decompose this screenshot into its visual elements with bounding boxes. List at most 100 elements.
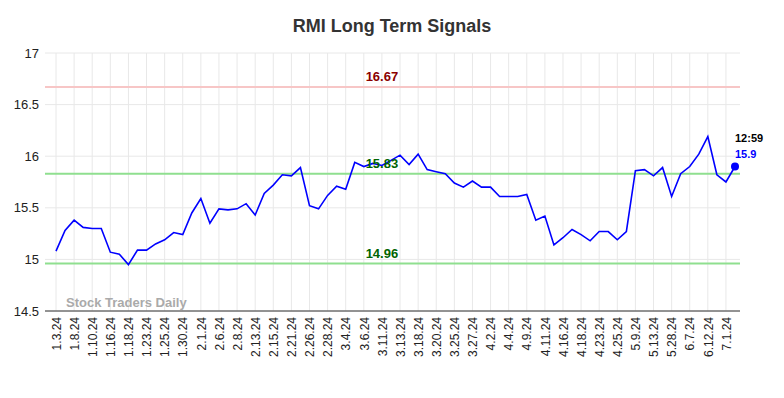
x-tick: 3.25.24 bbox=[448, 311, 462, 357]
x-tick: 4.4.24 bbox=[502, 311, 516, 350]
grid-line-x bbox=[562, 53, 563, 311]
x-tick: 1.30.24 bbox=[176, 311, 190, 357]
grid-line-x bbox=[508, 53, 509, 311]
y-tick: 16.5 bbox=[14, 97, 45, 112]
y-tick: 14.5 bbox=[14, 304, 45, 319]
x-tick-label: 1.3.24 bbox=[50, 317, 64, 351]
x-tick-label: 4.4.24 bbox=[502, 317, 516, 351]
x-tick: 2.21.24 bbox=[285, 311, 299, 357]
x-tick: 3.11.24 bbox=[376, 311, 390, 356]
x-tick: 5.28.24 bbox=[665, 311, 679, 357]
x-tick-label: 3.4.24 bbox=[339, 317, 353, 351]
grid-line-x bbox=[74, 53, 75, 311]
x-tick: 2.28.24 bbox=[321, 311, 335, 357]
grid-line-x bbox=[689, 53, 690, 311]
grid-line-y bbox=[45, 207, 740, 208]
x-tick: 1.8.24 bbox=[68, 311, 82, 350]
grid-line-y bbox=[45, 104, 740, 105]
annotation: 12:59 bbox=[735, 132, 763, 144]
last-point bbox=[731, 163, 739, 171]
x-tick-label: 1.16.24 bbox=[104, 317, 118, 357]
grid-line-x bbox=[436, 53, 437, 311]
grid-line-x bbox=[92, 53, 93, 311]
y-tick: 15 bbox=[25, 252, 45, 267]
x-tick: 4.25.24 bbox=[611, 311, 625, 357]
y-axis-line bbox=[45, 54, 46, 312]
x-tick-label: 4.23.24 bbox=[593, 317, 607, 357]
grid-line-x bbox=[544, 53, 545, 311]
grid-line-x bbox=[363, 53, 364, 311]
grid-line-x bbox=[237, 53, 238, 311]
grid-line-x bbox=[345, 53, 346, 311]
grid-line-x bbox=[617, 53, 618, 311]
y-axis: 14.5 15 15.5 16 16.5 17 bbox=[14, 46, 46, 319]
x-tick-label: 1.25.24 bbox=[158, 317, 172, 357]
x-tick: 4.11.24 bbox=[539, 311, 553, 356]
x-tick-label: 1.18.24 bbox=[122, 317, 136, 357]
x-tick: 4.2.24 bbox=[484, 311, 498, 350]
x-tick: 5.13.24 bbox=[647, 311, 661, 357]
y-tick: 15.5 bbox=[14, 200, 45, 215]
y-tick: 16 bbox=[25, 149, 45, 164]
y-tick: 17 bbox=[25, 46, 45, 61]
x-tick-label: 4.18.24 bbox=[575, 317, 589, 357]
x-tick-label: 5.13.24 bbox=[647, 317, 661, 357]
chart: RMI Long Term Signals14.51515.51616.5171… bbox=[0, 0, 784, 398]
grid-line-x bbox=[128, 53, 129, 311]
x-tick: 3.4.24 bbox=[339, 311, 353, 350]
x-tick-label: 2.28.24 bbox=[321, 317, 335, 357]
x-tick-label: 2.15.24 bbox=[267, 317, 281, 357]
x-tick-label: 5.28.24 bbox=[665, 317, 679, 357]
grid-line-y bbox=[45, 311, 740, 312]
x-tick: 3.20.24 bbox=[430, 311, 444, 357]
x-tick-label: 2.1.24 bbox=[195, 317, 209, 351]
x-tick-label: 3.20.24 bbox=[430, 317, 444, 357]
grid-line-x bbox=[218, 53, 219, 311]
x-tick-label: 4.11.24 bbox=[539, 317, 553, 356]
x-tick: 2.13.24 bbox=[249, 311, 263, 357]
x-tick: 4.16.24 bbox=[557, 311, 571, 357]
grid-line-x bbox=[273, 53, 274, 311]
x-tick-label: 2.8.24 bbox=[231, 317, 245, 351]
grid-line-x bbox=[490, 53, 491, 311]
y-tick-label: 17 bbox=[25, 46, 39, 61]
reference-label: 14.96 bbox=[366, 246, 399, 261]
grid-line-x bbox=[526, 53, 527, 311]
watermark: Stock Traders Daily bbox=[66, 295, 187, 310]
x-tick-label: 7.1.24 bbox=[720, 317, 734, 351]
reference-label: 16.67 bbox=[366, 69, 399, 84]
x-tick-label: 3.13.24 bbox=[394, 317, 408, 357]
x-tick: 2.15.24 bbox=[267, 311, 281, 357]
x-tick-label: 3.11.24 bbox=[376, 317, 390, 356]
grid-line-x bbox=[182, 53, 183, 311]
x-tick: 3.18.24 bbox=[412, 311, 426, 357]
x-tick-label: 3.6.24 bbox=[358, 317, 372, 351]
x-tick: 2.8.24 bbox=[231, 311, 245, 350]
grid-line-x bbox=[56, 53, 57, 311]
x-tick: 1.3.24 bbox=[50, 311, 64, 350]
x-tick: 6.7.24 bbox=[683, 311, 697, 350]
x-tick-label: 6.7.24 bbox=[683, 317, 697, 351]
x-tick: 1.25.24 bbox=[158, 311, 172, 357]
x-tick-label: 2.13.24 bbox=[249, 317, 263, 357]
x-tick-label: 2.26.24 bbox=[303, 317, 317, 357]
y-tick-label: 15.5 bbox=[14, 200, 39, 215]
x-axis: 1.3.24 1.8.24 1.10.24 1.16.24 1.18.24 1.23.24… bbox=[45, 311, 740, 357]
x-tick-label: 3.18.24 bbox=[412, 317, 426, 357]
x-tick: 1.10.24 bbox=[86, 311, 100, 357]
x-tick: 3.27.24 bbox=[466, 311, 480, 357]
grid-line-x bbox=[671, 53, 672, 311]
x-tick: 1.23.24 bbox=[140, 311, 154, 357]
grid-line-x bbox=[200, 53, 201, 311]
x-tick-label: 3.25.24 bbox=[448, 317, 462, 357]
y-tick-label: 16.5 bbox=[14, 97, 39, 112]
x-tick: 5.9.24 bbox=[629, 311, 643, 350]
grid-line-y bbox=[45, 53, 740, 54]
title: RMI Long Term Signals bbox=[293, 16, 492, 36]
grid-line-x bbox=[146, 53, 147, 311]
plot-area bbox=[45, 87, 740, 265]
x-tick-label: 1.23.24 bbox=[140, 317, 154, 357]
x-tick: 4.9.24 bbox=[520, 311, 534, 350]
x-tick-label: 2.21.24 bbox=[285, 317, 299, 357]
reference-label: 15.83 bbox=[366, 156, 399, 171]
